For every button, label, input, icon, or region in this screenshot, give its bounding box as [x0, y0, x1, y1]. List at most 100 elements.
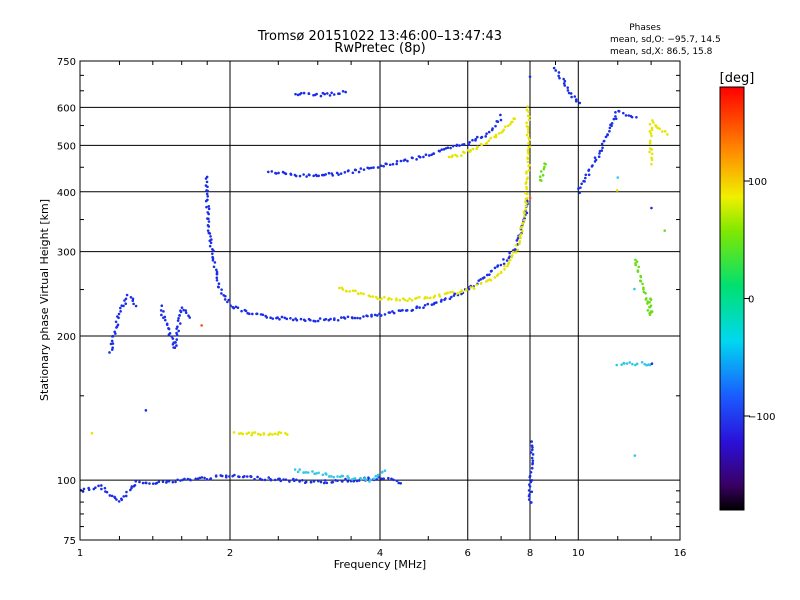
data-point [284, 172, 288, 176]
data-point [444, 297, 447, 300]
data-point [261, 313, 265, 317]
data-point [336, 318, 340, 322]
data-point [648, 122, 652, 126]
data-point [362, 315, 365, 318]
data-point [479, 281, 483, 285]
data-point [482, 276, 486, 279]
x-tick-label: 1 [77, 548, 83, 559]
data-point [354, 168, 358, 172]
data-point [179, 479, 182, 482]
data-point [426, 302, 430, 306]
data-point [552, 66, 556, 70]
data-point [279, 479, 283, 483]
data-point [245, 475, 249, 478]
data-point [366, 314, 369, 318]
data-point [223, 298, 227, 301]
data-point [390, 477, 393, 481]
data-point [87, 488, 91, 491]
data-point [178, 322, 182, 325]
data-point [208, 244, 212, 248]
data-point [358, 317, 362, 320]
data-point [440, 298, 443, 302]
data-point [103, 486, 107, 490]
data-point [497, 132, 501, 135]
data-point [288, 480, 291, 483]
data-point [116, 315, 119, 318]
data-point [205, 478, 209, 481]
data-point [424, 153, 428, 157]
data-point [497, 272, 500, 276]
data-point [151, 482, 155, 485]
data-point [644, 298, 648, 301]
x-tick-label: 16 [674, 548, 687, 559]
data-point [253, 431, 257, 434]
data-point [317, 471, 320, 475]
data-point [171, 337, 175, 340]
data-point [224, 474, 228, 478]
data-point [649, 147, 652, 150]
data-point [440, 148, 443, 151]
data-point [635, 260, 639, 263]
data-point [119, 310, 122, 313]
data-point [615, 363, 619, 367]
data-point [562, 82, 566, 85]
data-point [325, 473, 328, 476]
data-point [477, 279, 480, 282]
data-point [608, 126, 612, 130]
data-point [337, 286, 341, 290]
data-point [502, 128, 506, 132]
data-point [633, 454, 637, 457]
data-points [79, 66, 669, 504]
data-point [373, 313, 377, 317]
data-point [215, 278, 219, 282]
data-point [527, 118, 531, 122]
data-point [162, 316, 165, 320]
data-point [350, 316, 354, 319]
y-tick-label: 750 [57, 57, 76, 68]
data-point [608, 129, 611, 133]
data-point [332, 93, 336, 96]
data-point [458, 291, 462, 294]
data-point [167, 479, 171, 483]
data-point [467, 143, 471, 146]
data-point [177, 316, 180, 320]
x-tick-label: 6 [465, 548, 471, 559]
data-point [519, 233, 523, 236]
data-point [347, 476, 350, 480]
data-point [278, 477, 281, 481]
data-point [369, 166, 373, 170]
data-point [124, 297, 128, 301]
data-point [646, 309, 650, 312]
data-point [502, 262, 506, 266]
data-point [353, 477, 357, 480]
data-point [226, 300, 229, 304]
data-point [418, 155, 422, 159]
data-point [494, 133, 498, 137]
data-point [527, 136, 530, 140]
data-point [175, 331, 178, 335]
data-point [468, 140, 471, 144]
data-point [141, 481, 145, 485]
data-point [524, 208, 528, 211]
data-point [265, 316, 269, 319]
data-point [614, 117, 618, 121]
data-point [110, 339, 114, 343]
data-point [403, 158, 407, 161]
data-point [293, 468, 297, 471]
data-point [299, 91, 303, 95]
data-point [331, 480, 335, 484]
data-point [641, 282, 644, 286]
data-point [582, 179, 585, 183]
data-point [207, 204, 211, 208]
data-point [451, 290, 454, 294]
data-point [319, 94, 323, 98]
data-point [567, 91, 571, 95]
data-point [315, 92, 318, 96]
data-point [597, 155, 601, 158]
data-point [480, 143, 484, 147]
data-point [529, 451, 533, 454]
data-point [215, 268, 218, 272]
data-point [339, 172, 343, 175]
data-point [344, 477, 347, 481]
x-tick-label: 2 [227, 548, 233, 559]
